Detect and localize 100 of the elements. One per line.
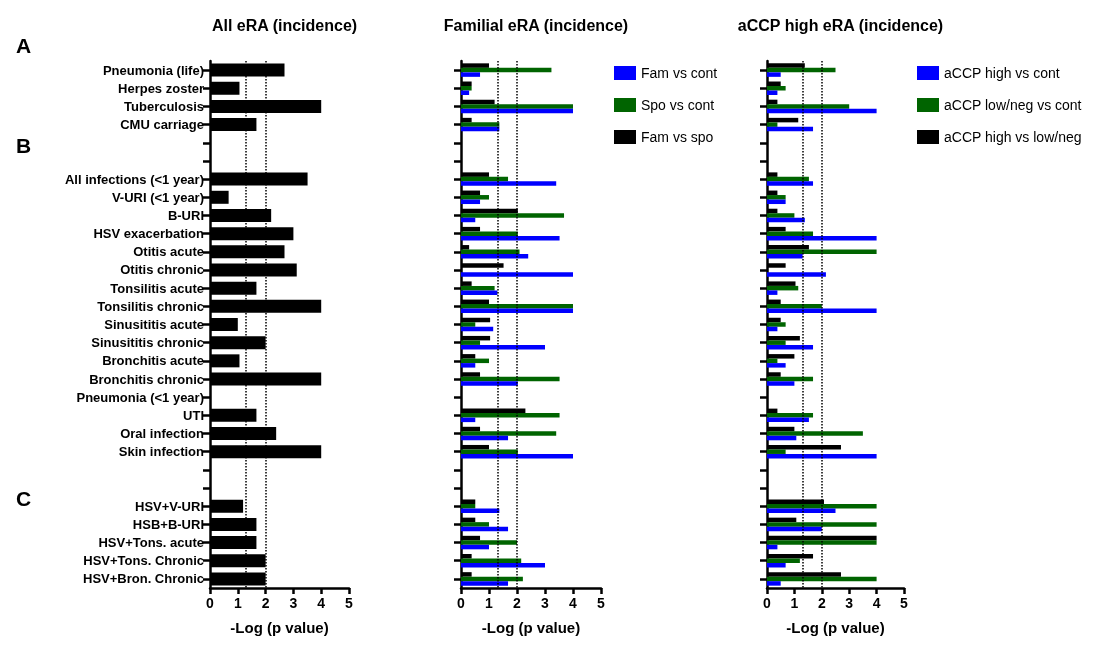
text: B — [16, 134, 32, 157]
y-tick-label: Sinusititis chronic — [91, 335, 204, 351]
bar — [461, 340, 481, 345]
x-axis-title: -Log (p value) — [230, 619, 329, 636]
legend-label: aCCP high vs low/neg — [944, 129, 1082, 145]
x-tick-label: 2 — [261, 595, 270, 611]
legend-label: Fam vs cont — [641, 65, 718, 81]
bar — [767, 581, 781, 586]
bar — [461, 558, 522, 563]
bar — [461, 122, 500, 127]
y-tick-label: CMU carriage — [120, 117, 204, 133]
text: A — [16, 34, 32, 57]
y-tick-label: HSV+Tons. acute — [98, 535, 204, 551]
legend-label: Spo vs cont — [641, 97, 715, 113]
bar — [461, 213, 565, 218]
bar — [461, 413, 560, 418]
y-tick-label: Pneumonia (life) — [102, 62, 204, 78]
bar — [767, 340, 786, 345]
bar — [767, 449, 786, 454]
x-tick-label: 0 — [457, 595, 466, 611]
y-tick-label: Otitis chronic — [120, 262, 204, 278]
bar — [461, 195, 489, 200]
bar — [461, 322, 476, 327]
bar — [767, 562, 786, 568]
bar — [461, 86, 472, 91]
bar — [461, 285, 495, 291]
y-tick-label: B-URI — [167, 207, 204, 223]
y-tick-label: Skin infection — [118, 444, 205, 460]
y-tick-label: Otitis acute — [133, 244, 204, 260]
y-tick-label: Sinusititis acute — [104, 317, 204, 332]
x-tick-label: 5 — [900, 595, 909, 611]
bar — [461, 231, 518, 236]
text: C — [16, 487, 32, 510]
y-tick-label: Oral infection — [120, 426, 205, 442]
bar — [461, 449, 518, 454]
bar — [461, 540, 517, 545]
legend-label: aCCP high vs cont — [944, 65, 1060, 81]
bar — [767, 272, 826, 277]
bar — [767, 254, 803, 259]
bar — [461, 272, 573, 277]
x-axis-title: -Log (p value) — [786, 619, 885, 636]
bar — [767, 322, 786, 327]
bar — [767, 290, 778, 295]
bar — [461, 72, 481, 77]
x-tick-label: 4 — [872, 595, 881, 611]
bar — [461, 304, 573, 309]
legend-label: Fam vs spo — [641, 129, 714, 145]
bar — [767, 540, 877, 545]
y-tick-label: HSV+Bron. Chronic — [83, 571, 204, 587]
y-tick-label: V-URI (<1 year) — [111, 189, 204, 205]
bar — [767, 231, 814, 236]
x-tick-label: 1 — [485, 595, 494, 611]
y-tick-label: Tuberculosis — [124, 98, 204, 114]
y-tick-label: Herpes zoster — [118, 80, 204, 96]
bar — [767, 522, 877, 527]
bar — [461, 522, 489, 527]
bar — [767, 508, 836, 513]
bar — [767, 381, 795, 386]
x-tick-label: 4 — [317, 595, 326, 611]
bar — [461, 431, 557, 436]
bar — [767, 72, 781, 77]
x-tick-label: 0 — [763, 595, 772, 611]
y-tick-label: HSV exacerbation — [93, 226, 205, 242]
x-tick-label: 2 — [513, 595, 522, 611]
bar — [767, 363, 786, 368]
x-tick-label: 5 — [345, 595, 354, 611]
y-tick-label: Tonsilitis acute — [110, 280, 204, 296]
bar — [767, 431, 863, 436]
bar — [767, 104, 850, 109]
bar — [767, 413, 814, 418]
chart-title: Familial eRA (incidence) — [443, 16, 629, 34]
bar — [767, 199, 786, 205]
y-tick-label: HSV+Tons. Chronic — [83, 553, 204, 569]
x-tick-label: 4 — [569, 595, 578, 611]
bar — [767, 122, 778, 127]
y-tick-label: All infections (<1 year) — [64, 171, 204, 187]
bar — [767, 304, 822, 309]
x-tick-label: 2 — [817, 595, 826, 611]
y-tick-label: HSV+V-URI — [135, 498, 204, 514]
x-tick-label: 0 — [206, 595, 215, 611]
bar — [461, 104, 573, 109]
bar — [461, 181, 557, 186]
chart-title: All eRA (incidence) — [211, 16, 358, 34]
y-tick-label: UTI — [183, 407, 204, 423]
x-tick-label: 3 — [541, 595, 550, 611]
bar — [461, 508, 500, 513]
x-tick-label: 3 — [845, 595, 854, 611]
x-tick-label: 1 — [233, 595, 242, 611]
y-tick-label: Bronchitis acute — [102, 353, 204, 369]
chart-title: aCCP high eRA (incidence) — [737, 16, 944, 34]
y-tick-label: HSB+B-URI — [132, 516, 204, 532]
bar — [461, 381, 518, 386]
bar — [461, 290, 498, 295]
bar — [767, 86, 786, 91]
x-tick-label: 5 — [597, 595, 606, 611]
y-tick-label: Bronchitis chronic — [89, 371, 204, 387]
x-tick-label: 3 — [289, 595, 298, 611]
x-axis-title: -Log (p value) — [481, 619, 581, 636]
bar — [767, 213, 795, 218]
bar — [767, 558, 800, 563]
